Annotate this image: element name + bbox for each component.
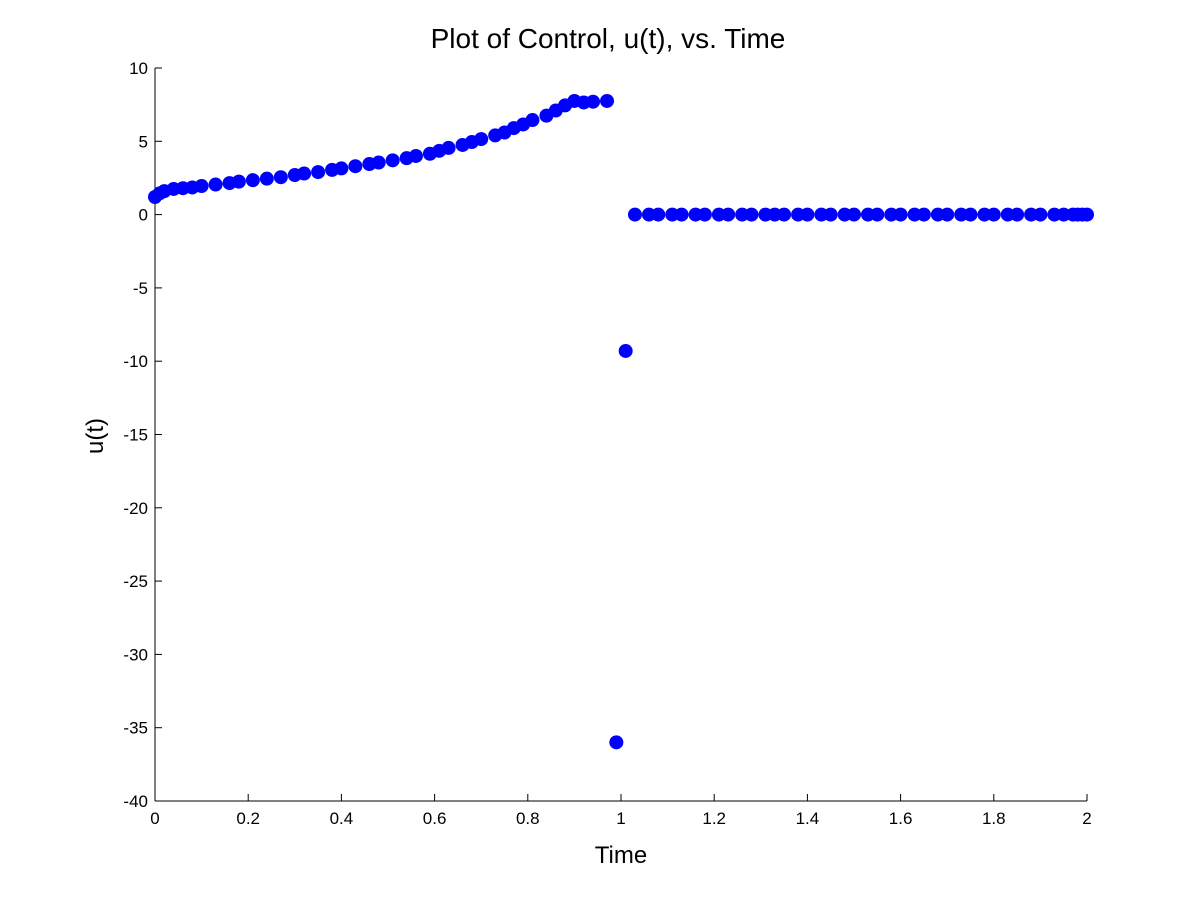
data-point — [777, 207, 792, 222]
data-point — [847, 207, 861, 222]
x-tick-label: 1.2 — [702, 809, 726, 828]
y-tick-label: -40 — [123, 792, 148, 811]
data-point — [697, 207, 712, 222]
data-point — [986, 207, 1001, 222]
data-point — [273, 170, 288, 185]
data-point — [800, 207, 815, 222]
data-point — [609, 735, 624, 750]
data-point — [441, 140, 456, 155]
data-point — [586, 94, 601, 109]
data-point — [408, 148, 423, 163]
y-tick-label: -10 — [123, 352, 148, 371]
data-point — [721, 207, 736, 222]
data-point — [1080, 207, 1094, 222]
data-point — [474, 132, 489, 147]
data-point — [618, 343, 633, 358]
data-point — [245, 173, 260, 188]
data-point — [744, 207, 759, 222]
data-point — [963, 207, 978, 222]
data-point — [1033, 207, 1048, 222]
data-point — [600, 93, 615, 108]
data-point — [194, 179, 209, 194]
x-tick-label: 0 — [150, 809, 159, 828]
data-point — [651, 207, 666, 222]
data-point — [259, 171, 274, 186]
data-point — [208, 177, 223, 192]
y-tick-label: 5 — [139, 132, 148, 151]
x-tick-label: 2 — [1082, 809, 1091, 828]
data-point — [297, 166, 312, 181]
y-tick-label: -20 — [123, 499, 148, 518]
data-point — [385, 153, 400, 168]
data-point — [231, 174, 246, 189]
y-tick-label: -35 — [123, 719, 148, 738]
x-tick-label: 1.4 — [796, 809, 820, 828]
data-point — [348, 159, 363, 174]
data-point — [674, 207, 689, 222]
y-axis-label: u(t) — [82, 418, 109, 454]
data-point — [334, 161, 349, 176]
data-point — [627, 207, 642, 222]
data-point — [940, 207, 955, 222]
scatter-series — [148, 93, 1094, 750]
data-point — [870, 207, 885, 222]
x-tick-label: 0.6 — [423, 809, 447, 828]
x-tick-label: 0.4 — [330, 809, 354, 828]
data-point — [893, 207, 908, 222]
y-tick-label: -5 — [133, 279, 148, 298]
data-point — [1010, 207, 1025, 222]
y-tick-label: 10 — [129, 59, 148, 78]
data-point — [823, 207, 838, 222]
data-point — [916, 207, 931, 222]
y-tick-label: 0 — [139, 206, 148, 225]
x-tick-label: 0.2 — [236, 809, 260, 828]
x-tick-label: 1.6 — [889, 809, 913, 828]
x-tick-label: 0.8 — [516, 809, 540, 828]
x-tick-label: 1 — [616, 809, 625, 828]
y-tick-label: -25 — [123, 572, 148, 591]
tick-group: 0 0.2 0.4 0.6 0.8 1 1.2 1.4 1.6 1.8 2 10 5 0 -5 -10 -15 -… — [123, 59, 1091, 828]
chart-title: Plot of Control, u(t), vs. Time — [431, 23, 786, 54]
y-tick-label: -30 — [123, 645, 148, 664]
data-point — [525, 113, 540, 128]
data-point — [311, 165, 326, 180]
x-axis-label: Time — [595, 842, 647, 869]
data-point — [371, 155, 386, 170]
x-tick-label: 1.8 — [982, 809, 1006, 828]
y-tick-label: -15 — [123, 426, 148, 445]
